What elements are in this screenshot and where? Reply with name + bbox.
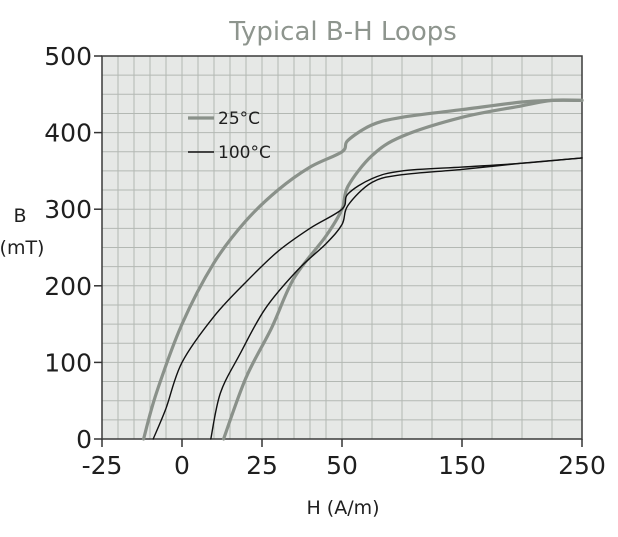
y-tick-label: 0 xyxy=(76,425,92,454)
x-tick-label: 250 xyxy=(558,451,606,480)
chart-title: Typical B-H Loops xyxy=(228,17,457,47)
x-tick-label: 150 xyxy=(438,451,486,480)
x-tick-label: 50 xyxy=(326,451,358,480)
series-line-25c-branch-2 xyxy=(222,98,584,441)
legend-25c-label: 25°C xyxy=(218,109,260,129)
x-tick-label: 25 xyxy=(246,451,278,480)
y-tick-label: 300 xyxy=(44,195,92,224)
y-tick-label: 100 xyxy=(44,348,92,377)
x-tick-label: -25 xyxy=(82,451,123,480)
y-tick-label: 400 xyxy=(44,119,92,148)
y-tick-label: 500 xyxy=(44,42,92,71)
y-axis-label-line2: (mT) xyxy=(0,237,44,259)
legend-100c-label: 100°C xyxy=(218,143,271,163)
series-line-25c-branch-1 xyxy=(142,98,584,441)
x-tick-label: 0 xyxy=(174,451,190,480)
x-axis-label: H (A/m) xyxy=(306,497,379,519)
y-axis-label-line1: B xyxy=(13,205,26,227)
series-line-100c-branch-2 xyxy=(210,157,583,440)
y-tick-label: 200 xyxy=(44,272,92,301)
series-line-100c-branch-1 xyxy=(152,157,583,440)
